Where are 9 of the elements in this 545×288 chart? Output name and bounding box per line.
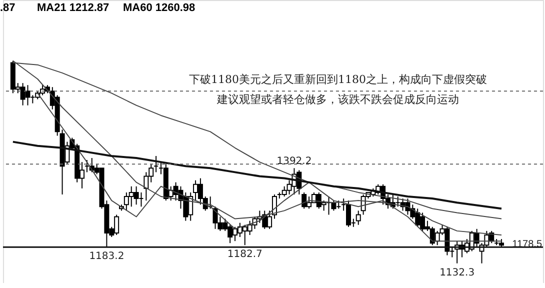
text: .87 (0, 2, 16, 14)
annotation: 下破1180美元之后又重新回到1180之上，构成向下虚假突破 (189, 73, 487, 86)
annotation: 1182.7 (227, 249, 262, 260)
text: MA60 1260.98 (123, 2, 196, 14)
annotation: 1392.2 (276, 156, 312, 168)
annotation: 建议观望或者轻仓做多，该跌不跌会促成反向运动 (216, 93, 459, 106)
annotation: 1183.2 (89, 251, 124, 262)
annotation: 1132.3 (440, 267, 475, 278)
text: MA21 1212.87 (37, 2, 110, 14)
